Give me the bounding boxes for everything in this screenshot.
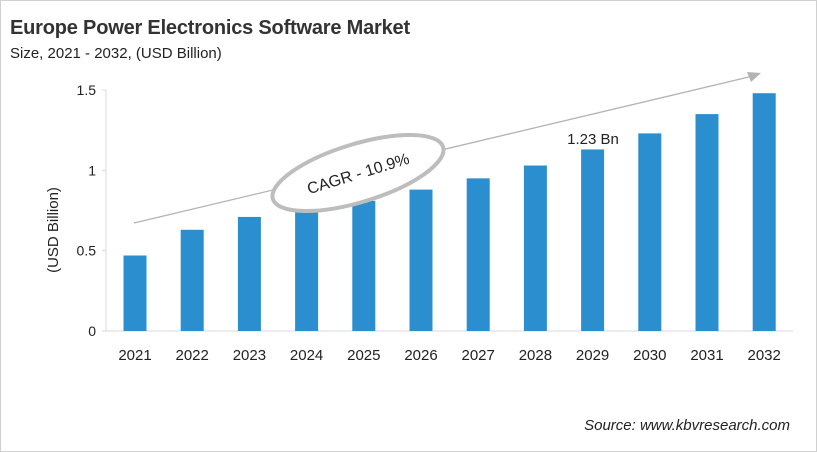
bar-2032: [752, 93, 776, 331]
x-tick-label: 2022: [176, 347, 209, 364]
y-axis-label: (USD Billion): [45, 187, 62, 273]
x-tick-label: 2021: [118, 347, 151, 364]
y-tick-label: 0: [88, 323, 96, 339]
bar-2027: [466, 178, 490, 331]
x-tick-label: 2024: [290, 347, 323, 364]
cagr-ellipse: [270, 132, 446, 214]
x-tick-label: 2023: [233, 347, 266, 364]
x-tick-label: 2028: [519, 347, 552, 364]
bar-2025: [352, 200, 376, 331]
x-tick-label: 2030: [633, 347, 666, 364]
x-tick-label: 2031: [690, 347, 723, 364]
bar-2028: [523, 165, 547, 331]
x-tick-label: 2027: [462, 347, 495, 364]
value-label-2029: 1.23 Bn: [567, 131, 619, 148]
bar-2021: [123, 255, 147, 331]
y-tick-label: 0.5: [77, 243, 97, 259]
x-tick-label: 2032: [748, 347, 781, 364]
bar-2031: [695, 114, 719, 331]
bar-2024: [295, 210, 319, 331]
trend-arrow-head: [747, 72, 761, 82]
chart-subtitle: Size, 2021 - 2032, (USD Billion): [10, 45, 222, 62]
bar-2026: [409, 189, 433, 331]
source-note: Source: www.kbvresearch.com: [584, 417, 790, 434]
y-tick-label: 1: [88, 162, 96, 178]
x-tick-label: 2029: [576, 347, 609, 364]
bar-2030: [638, 133, 662, 331]
chart-title: Europe Power Electronics Software Market: [10, 17, 410, 39]
x-tick-label: 2025: [347, 347, 380, 364]
bar-2023: [237, 216, 261, 331]
y-tick-label: 1.5: [77, 82, 97, 98]
x-tick-label: 2026: [404, 347, 437, 364]
bar-2022: [180, 229, 204, 331]
bar-2029: [581, 149, 605, 331]
